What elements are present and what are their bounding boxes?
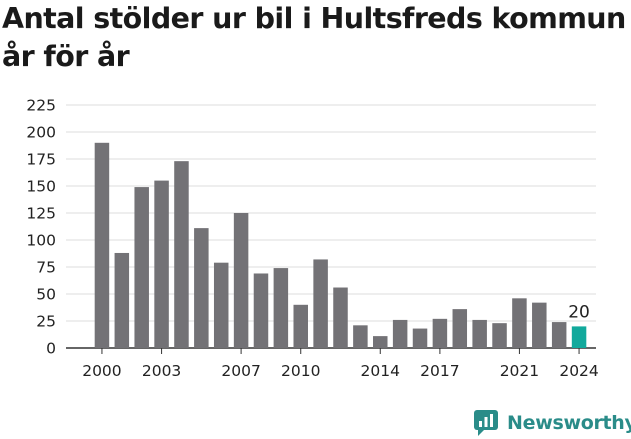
chart-title: Antal stölder ur bil i Hultsfreds kommun…: [2, 0, 631, 76]
bar-2013: [353, 325, 368, 348]
newsworthy-logo-icon: [474, 410, 498, 436]
x-axis-ticks: 2000 2003 2007 2010 2014 2017 2021 2024: [82, 348, 599, 380]
chart-title-line-2: år för år: [2, 40, 130, 73]
x-tick-label: 2014: [361, 362, 400, 380]
bar-2024: [571, 326, 587, 348]
bar-2008: [253, 273, 269, 348]
bar-2001: [114, 252, 130, 348]
bar-2010: [293, 304, 308, 348]
annotations: 20: [568, 302, 590, 322]
bar-2011: [313, 259, 328, 348]
bar-2005: [194, 228, 209, 348]
bar-2016: [412, 328, 428, 348]
bar-2015: [392, 319, 408, 348]
bar-2000: [94, 142, 110, 348]
x-tick-label: 2007: [221, 362, 260, 380]
bar-2004: [174, 161, 189, 348]
bar-2006: [213, 262, 229, 348]
x-tick-label: 2017: [420, 362, 459, 380]
bar-2020: [492, 323, 507, 348]
y-tick-label: 150: [26, 178, 56, 196]
data-label: 20: [568, 302, 590, 322]
y-tick-label: 50: [36, 286, 56, 304]
bar-2022: [532, 302, 547, 348]
y-tick-label: 225: [26, 97, 56, 115]
y-tick-label: 200: [26, 124, 56, 142]
y-tick-label: 75: [36, 259, 56, 277]
chart-title-line-1: Antal stölder ur bil i Hultsfreds kommun: [2, 2, 626, 35]
y-tick-label: 175: [26, 151, 56, 169]
brand-name: Newsworthy: [507, 412, 631, 434]
bar-2019: [472, 319, 487, 348]
y-tick-label: 0: [46, 340, 56, 358]
bar-2012: [333, 287, 348, 348]
bars: [94, 142, 587, 348]
bar-2003: [154, 180, 169, 348]
bar-2018: [452, 309, 468, 348]
x-tick-label: 2021: [500, 362, 539, 380]
y-tick-label: 100: [26, 232, 56, 250]
x-tick-label: 2024: [559, 362, 598, 380]
bar-2002: [134, 187, 149, 348]
bar-2007: [233, 213, 249, 348]
bar-2021: [512, 298, 527, 348]
bar-2009: [273, 268, 289, 348]
x-tick-label: 2010: [281, 362, 320, 380]
newsworthy-brand: Newsworthy: [474, 408, 631, 438]
bar-2014: [373, 336, 388, 348]
bar-2023: [551, 322, 567, 348]
x-tick-label: 2003: [142, 362, 181, 380]
y-tick-label: 25: [36, 313, 56, 331]
y-axis-labels: 0 25 50 75 100 125 150 175 200 225: [26, 97, 56, 358]
y-tick-label: 125: [26, 205, 56, 223]
bar-2017: [432, 318, 448, 348]
x-tick-label: 2000: [82, 362, 121, 380]
